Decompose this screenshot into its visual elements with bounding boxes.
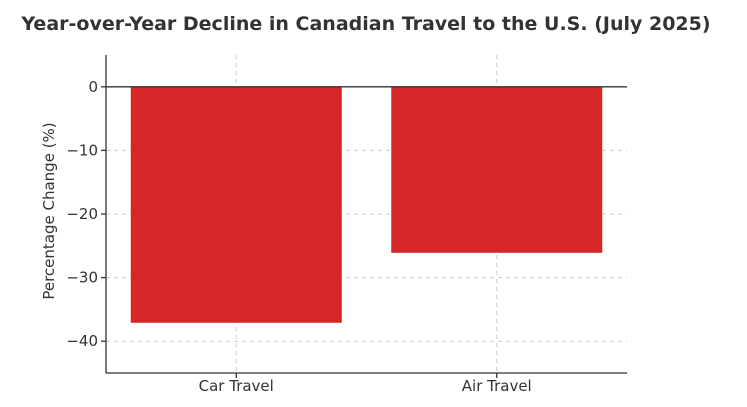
y-tick-label: −10 — [66, 141, 98, 159]
y-tick-label: 0 — [88, 78, 98, 96]
y-tick-label: −40 — [66, 332, 98, 350]
bar-car-travel — [130, 86, 342, 323]
x-tick-label: Car Travel — [199, 377, 274, 395]
y-tick-labels: 0 −10 −20 −30 −40 — [66, 78, 98, 350]
y-axis-label: Percentage Change (%) — [40, 122, 58, 299]
bar-air-travel — [391, 86, 603, 253]
chart-title: Year-over-Year Decline in Canadian Trave… — [20, 13, 710, 35]
axes — [101, 55, 627, 378]
x-tick-label: Air Travel — [462, 377, 532, 395]
x-tick-labels: Car Travel Air Travel — [199, 377, 532, 395]
y-tick-label: −20 — [66, 205, 98, 223]
y-tick-label: −30 — [66, 269, 98, 287]
bars — [130, 86, 603, 323]
